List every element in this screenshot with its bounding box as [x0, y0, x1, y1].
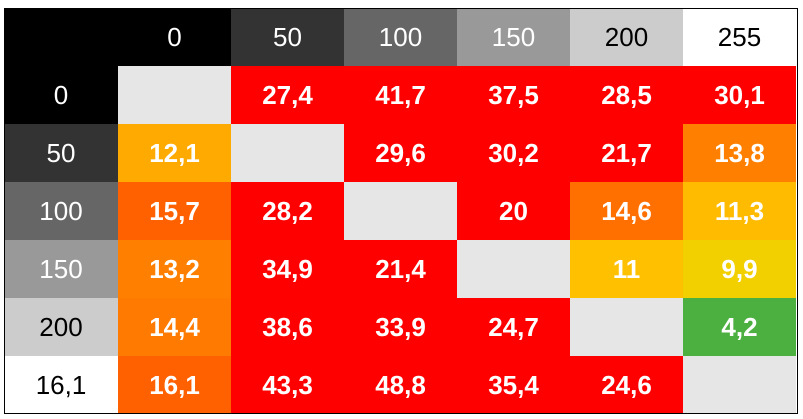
data-cell: 11	[570, 240, 683, 298]
column-header: 200	[570, 8, 683, 66]
data-cell: 33,9	[344, 298, 457, 356]
data-cell: 30,1	[683, 66, 796, 124]
row-header: 150	[4, 240, 118, 298]
column-header: 0	[118, 8, 231, 66]
data-cell: 4,2	[683, 298, 796, 356]
data-cell: 12,1	[118, 124, 231, 182]
data-cell: 21,7	[570, 124, 683, 182]
data-cell: 48,8	[344, 356, 457, 414]
column-header: 255	[683, 8, 796, 66]
data-cell: 9,9	[683, 240, 796, 298]
data-cell: 11,3	[683, 182, 796, 240]
column-header: 50	[231, 8, 344, 66]
empty-cell	[683, 356, 796, 414]
data-cell: 24,6	[570, 356, 683, 414]
column-header: 100	[344, 8, 457, 66]
corner-cell	[4, 8, 118, 66]
data-cell: 15,7	[118, 182, 231, 240]
data-cell: 28,2	[231, 182, 344, 240]
data-cell: 35,4	[457, 356, 570, 414]
empty-cell	[344, 182, 457, 240]
data-cell: 34,9	[231, 240, 344, 298]
data-cell: 14,4	[118, 298, 231, 356]
data-cell: 41,7	[344, 66, 457, 124]
data-cell: 43,3	[231, 356, 344, 414]
empty-cell	[118, 66, 231, 124]
data-cell: 14,6	[570, 182, 683, 240]
empty-cell	[231, 124, 344, 182]
empty-cell	[570, 298, 683, 356]
row-header: 100	[4, 182, 118, 240]
data-cell: 29,6	[344, 124, 457, 182]
data-cell: 13,2	[118, 240, 231, 298]
column-header: 150	[457, 8, 570, 66]
row-header: 0	[4, 66, 118, 124]
data-cell: 21,4	[344, 240, 457, 298]
data-cell: 30,2	[457, 124, 570, 182]
data-cell: 37,5	[457, 66, 570, 124]
data-cell: 28,5	[570, 66, 683, 124]
data-cell: 27,4	[231, 66, 344, 124]
row-header: 50	[4, 124, 118, 182]
data-cell: 38,6	[231, 298, 344, 356]
empty-cell	[457, 240, 570, 298]
data-cell: 13,8	[683, 124, 796, 182]
data-cell: 16,1	[118, 356, 231, 414]
row-header: 200	[4, 298, 118, 356]
row-header: 16,1	[4, 356, 118, 414]
data-cell: 20	[457, 182, 570, 240]
data-cell: 24,7	[457, 298, 570, 356]
